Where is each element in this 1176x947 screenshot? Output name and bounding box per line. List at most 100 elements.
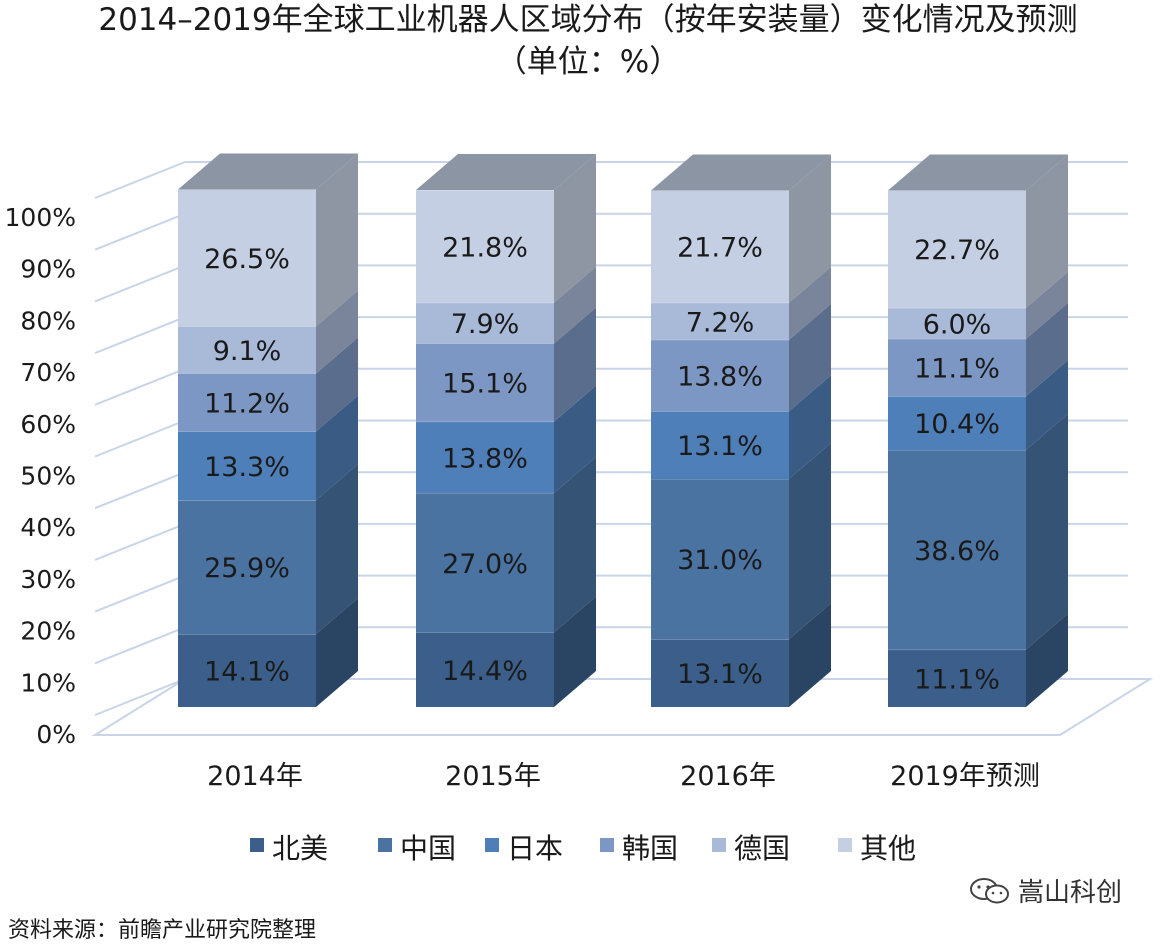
- bar-segment: [651, 190, 789, 303]
- bar-segment-side: [316, 337, 358, 432]
- data-label: 11.1%: [914, 354, 1000, 385]
- bar-segment: [651, 639, 789, 707]
- y-tick-label: 80%: [20, 306, 76, 335]
- watermark-text: 嵩山科创: [1018, 878, 1123, 908]
- legend-label: 韩国: [622, 832, 678, 865]
- bar-segment-side: [316, 290, 358, 374]
- bar-segment-side: [789, 375, 831, 480]
- data-label: 21.7%: [677, 233, 763, 264]
- left-wall-gridline: [94, 264, 186, 303]
- data-label: 15.1%: [442, 369, 528, 400]
- left-wall-gridline: [94, 316, 186, 355]
- y-tick-label: 60%: [20, 410, 76, 439]
- bar-segment: [178, 431, 316, 501]
- y-tick-label: 100%: [5, 203, 76, 232]
- data-label: 25.9%: [204, 553, 290, 584]
- left-wall-gridline: [94, 678, 186, 716]
- y-tick-label: 40%: [20, 513, 76, 542]
- data-label: 10.4%: [914, 409, 1000, 440]
- bar-segment-side: [316, 153, 358, 327]
- bar-segment-side: [316, 598, 358, 707]
- bar-segment: [888, 396, 1026, 451]
- data-label: 13.1%: [677, 659, 763, 690]
- data-label: 13.8%: [442, 443, 528, 474]
- bar-segment-side: [554, 154, 596, 303]
- bar-segment-side: [1026, 271, 1068, 339]
- left-wall-gridline: [94, 419, 186, 458]
- bar-segment: [888, 190, 1026, 308]
- data-label: 13.8%: [677, 362, 763, 393]
- bar-segment: [416, 302, 554, 344]
- bar-segment: [888, 450, 1026, 650]
- data-label: 11.1%: [914, 664, 1000, 695]
- bar-segment: [178, 634, 316, 707]
- left-wall-gridline: [94, 367, 186, 406]
- legend-label: 日本: [507, 832, 563, 865]
- legend-swatch: [712, 838, 726, 852]
- bar-segment: [651, 479, 789, 640]
- bar-segment: [651, 339, 789, 412]
- chart-floor: [91, 678, 1154, 736]
- data-label: 27.0%: [442, 549, 528, 580]
- x-tick-label: 2015年: [445, 761, 541, 792]
- y-tick-label: 50%: [20, 462, 76, 491]
- x-tick-label: 2019年预测: [890, 761, 1040, 792]
- watermark: 嵩山科创: [968, 872, 1122, 909]
- wechat-icon: [970, 877, 1009, 903]
- bar-segment: [888, 307, 1026, 339]
- data-label: 6.0%: [923, 309, 992, 340]
- bar-segment-side: [554, 307, 596, 422]
- legend-swatch: [378, 838, 392, 852]
- bar-segment: [178, 500, 316, 635]
- chart-subtitle: （单位：%）: [495, 44, 681, 80]
- bar-segment-side: [1026, 302, 1068, 397]
- legend-swatch: [250, 838, 264, 852]
- bar-segment-side: [789, 266, 831, 340]
- bar-segment: [416, 492, 554, 633]
- bar-segment-side: [789, 443, 831, 640]
- bar-segment: [416, 632, 554, 707]
- bar-segment: [651, 302, 789, 340]
- bar-segment: [416, 343, 554, 422]
- bar-segment-side: [789, 154, 831, 303]
- legend-label: 其他: [860, 832, 916, 865]
- data-label: 11.2%: [204, 388, 290, 419]
- legend-label: 中国: [400, 832, 456, 865]
- bar-top-face: [416, 154, 596, 190]
- y-tick-label: 0%: [36, 720, 76, 749]
- data-label: 14.4%: [442, 656, 528, 687]
- left-wall-gridline: [94, 522, 186, 561]
- legend-swatch: [485, 838, 499, 852]
- data-label: 13.1%: [677, 431, 763, 462]
- bar-segment: [416, 190, 554, 303]
- legend-label: 北美: [272, 832, 328, 865]
- bar-segment-side: [554, 596, 596, 707]
- data-label: 7.9%: [451, 309, 520, 340]
- bar-segment-side: [554, 266, 596, 344]
- data-label: 21.8%: [442, 232, 528, 263]
- y-tick-label: 70%: [20, 358, 76, 387]
- legend-label: 德国: [734, 832, 790, 865]
- bar-segment-side: [789, 603, 831, 707]
- bar-top-face: [178, 153, 358, 190]
- bar-segment-side: [554, 456, 596, 633]
- bar-top-face: [888, 154, 1068, 191]
- data-label: 9.1%: [213, 336, 282, 367]
- bar-segment-side: [316, 464, 358, 635]
- left-wall-gridline: [94, 471, 186, 510]
- bar-segment: [178, 373, 316, 432]
- bar-segment: [651, 411, 789, 480]
- left-wall-gridline: [94, 574, 186, 613]
- bar-segment: [888, 338, 1026, 397]
- bar-segment-side: [316, 395, 358, 501]
- x-tick-label: 2014年: [207, 761, 303, 792]
- data-label: 31.0%: [677, 545, 763, 576]
- y-tick-label: 90%: [20, 255, 76, 284]
- bar-segment: [888, 649, 1026, 707]
- legend-swatch: [838, 838, 852, 852]
- data-label: 38.6%: [914, 536, 1000, 567]
- bar-segment-side: [1026, 414, 1068, 650]
- data-label: 26.5%: [204, 244, 290, 275]
- bar-segment-side: [1026, 360, 1068, 451]
